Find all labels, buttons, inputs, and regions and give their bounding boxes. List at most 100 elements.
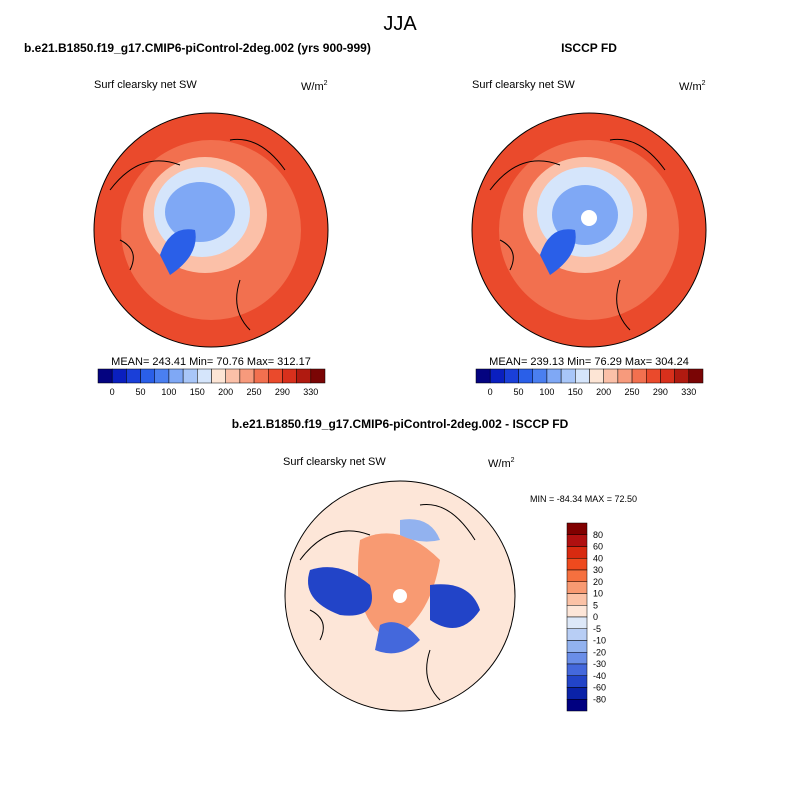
colorbar-box (475, 368, 491, 384)
polar-map (284, 480, 516, 712)
colorbar-label: -5 (593, 624, 601, 634)
colorbar-box (566, 663, 588, 676)
colorbar-label: 0 (488, 387, 493, 397)
colorbar-box (566, 558, 588, 571)
colorbar-box (631, 368, 647, 384)
polar-map (471, 112, 707, 348)
colorbar-label: 290 (275, 387, 290, 397)
colorbar-label: 0 (593, 612, 598, 622)
polar-map (93, 112, 329, 348)
colorbar-box (140, 368, 155, 384)
colorbar: 0 50 100 150 200 250 290 330 (475, 368, 704, 397)
colorbar-label: 250 (625, 387, 640, 397)
colorbar-label: 0 (110, 387, 115, 397)
units: W/m2 (679, 80, 706, 93)
colorbar-box (566, 652, 588, 665)
colorbar-box (111, 368, 127, 384)
stats: MIN = -84.34 MAX = 72.50 (530, 494, 637, 504)
colorbar-box (688, 368, 704, 384)
colorbar-box (566, 534, 588, 547)
units-base: W/m (488, 458, 511, 470)
colorbar-label: 200 (596, 387, 611, 397)
colorbar-box (282, 368, 297, 384)
colorbar-box (560, 368, 576, 384)
colorbar-box (489, 368, 505, 384)
colorbar-box (253, 368, 269, 384)
colorbar-box (566, 593, 588, 606)
colorbar-box (225, 368, 241, 384)
colorbar-label: 50 (136, 387, 146, 397)
colorbar-label: 100 (161, 387, 176, 397)
units-base: W/m (301, 81, 324, 93)
colorbar-label: 5 (593, 600, 598, 610)
colorbar-box (646, 368, 661, 384)
colorbar-label: 250 (247, 387, 262, 397)
colorbar-label: -30 (593, 659, 606, 669)
colorbar-box (296, 368, 312, 384)
colorbar-box (566, 687, 588, 700)
colorbar-box (566, 605, 588, 618)
stats: MEAN= 239.13 Min= 76.29 Max= 304.24 (489, 356, 689, 368)
colorbar-box (566, 640, 588, 653)
colorbar-box (268, 368, 283, 384)
variable-name: Surf clearsky net SW (283, 456, 386, 468)
colorbar-box (674, 368, 690, 384)
colorbar-box (566, 628, 588, 641)
colorbar-box (211, 368, 226, 384)
colorbar-box (575, 368, 590, 384)
colorbar-label: 80 (593, 530, 603, 540)
colorbar-label: -80 (593, 694, 606, 704)
colorbar-label: 20 (593, 577, 603, 587)
colorbar-box (566, 569, 588, 582)
units-sup: 2 (324, 80, 328, 87)
colorbar-label: -20 (593, 647, 606, 657)
colorbar-box (154, 368, 170, 384)
colorbar-box (589, 368, 604, 384)
units-sup: 2 (702, 80, 706, 87)
colorbar-label: 290 (653, 387, 668, 397)
colorbar-box (310, 368, 326, 384)
units-base: W/m (679, 81, 702, 93)
colorbar-box (566, 546, 588, 559)
colorbar-box (197, 368, 212, 384)
colorbar-box (546, 368, 562, 384)
colorbar-box (566, 522, 588, 535)
colorbar-box (603, 368, 619, 384)
colorbar-label: -40 (593, 671, 606, 681)
colorbar-box (168, 368, 184, 384)
colorbar-box (566, 699, 588, 712)
stats: MEAN= 243.41 Min= 70.76 Max= 312.17 (111, 356, 311, 368)
panel-title: b.e21.B1850.f19_g17.CMIP6-piControl-2deg… (232, 417, 569, 431)
colorbar-label: 100 (539, 387, 554, 397)
figure-title: JJA (383, 13, 417, 35)
units-sup: 2 (511, 457, 515, 464)
colorbar: 0 50 100 150 200 250 290 330 (97, 368, 326, 397)
units: W/m2 (488, 457, 515, 470)
colorbar-label: 40 (593, 553, 603, 563)
colorbar-box (566, 581, 588, 594)
colorbar-label: 30 (593, 565, 603, 575)
variable-name: Surf clearsky net SW (94, 79, 197, 91)
variable-name: Surf clearsky net SW (472, 79, 575, 91)
colorbar-label: 60 (593, 542, 603, 552)
colorbar-label: 330 (303, 387, 318, 397)
colorbar-label: -60 (593, 683, 606, 693)
colorbar-label: 330 (681, 387, 696, 397)
colorbar-box (566, 675, 588, 688)
colorbar-label: 10 (593, 589, 603, 599)
colorbar-box (660, 368, 675, 384)
colorbar-box (504, 368, 519, 384)
colorbar-box (617, 368, 633, 384)
colorbar-box (182, 368, 198, 384)
colorbar-label: 50 (514, 387, 524, 397)
colorbar-box (126, 368, 141, 384)
colorbar-label: 150 (568, 387, 583, 397)
colorbar-box (97, 368, 113, 384)
colorbar-box (239, 368, 255, 384)
panel-title: ISCCP FD (561, 41, 617, 55)
colorbar-box (532, 368, 548, 384)
panel-title: b.e21.B1850.f19_g17.CMIP6-piControl-2deg… (24, 41, 371, 55)
colorbar-label: -10 (593, 636, 606, 646)
